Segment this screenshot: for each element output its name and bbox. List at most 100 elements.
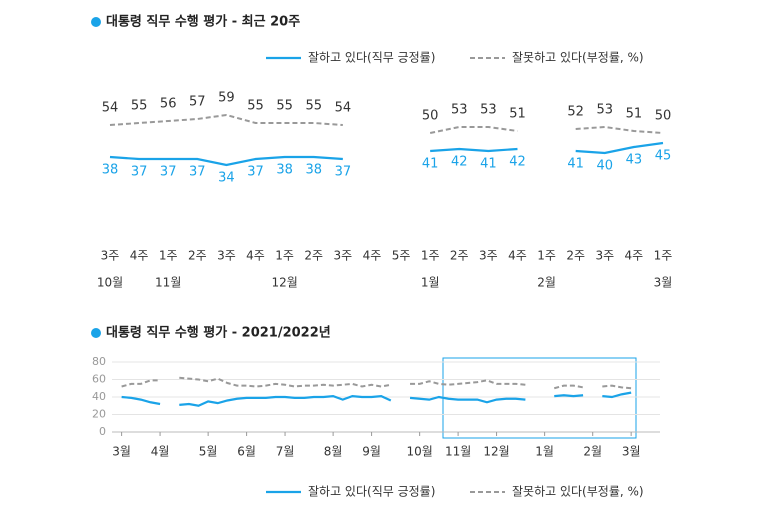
x-tick-label: 3주: [217, 249, 236, 263]
legend-label: 잘하고 있다(직무 긍정률): [308, 485, 435, 499]
x-tick-label: 3월: [112, 445, 131, 459]
series-line: [430, 147, 518, 153]
data-label: 54: [102, 101, 119, 116]
x-tick-label: 5주: [392, 249, 411, 263]
x-tick-label: 11월: [445, 445, 471, 459]
highlight-box: [442, 357, 637, 439]
data-label: 55: [305, 99, 322, 114]
x-tick-label: 8월: [324, 445, 343, 459]
x-tick-label: 4주: [625, 249, 644, 263]
chart-title: 대통령 직무 수행 평가 - 최근 20주: [106, 14, 300, 30]
data-label: 55: [131, 99, 148, 114]
data-label: 51: [509, 107, 526, 122]
series-line: [554, 394, 584, 398]
x-tick-label: 4주: [130, 249, 149, 263]
x-month-label: 2월: [537, 276, 556, 290]
series-line: [602, 391, 632, 399]
series-line: [429, 126, 518, 134]
data-label: 34: [218, 171, 235, 186]
data-label: 53: [451, 103, 468, 118]
data-label: 38: [305, 163, 322, 178]
x-tick-label: 3주: [595, 249, 614, 263]
x-tick-label: 10월: [406, 445, 432, 459]
x-tick-label: 1주: [159, 249, 178, 263]
x-month-label: 1월: [421, 276, 440, 290]
x-tick-label: 12월: [483, 445, 509, 459]
legend-label: 잘하고 있다(직무 긍정률): [308, 51, 435, 65]
data-label: 55: [247, 99, 264, 114]
series-line: [109, 113, 343, 126]
x-tick-label: 4월: [151, 445, 170, 459]
data-label: 41: [422, 157, 439, 172]
x-tick-label: 2월: [583, 445, 602, 459]
data-label: 42: [451, 155, 468, 170]
title-bullet: [91, 17, 101, 27]
legend-label: 잘못하고 있다(부정률, %): [512, 51, 644, 65]
x-tick-label: 3주: [479, 249, 498, 263]
x-tick-label: 7월: [276, 445, 295, 459]
chart-title: 대통령 직무 수행 평가 - 2021/2022년: [106, 325, 331, 341]
series-line: [575, 141, 664, 155]
data-label: 50: [655, 109, 672, 124]
legend-label: 잘못하고 있다(부정률, %): [512, 485, 644, 499]
x-tick-label: 1주: [421, 249, 440, 263]
x-tick-label: 1월: [535, 445, 554, 459]
data-label: 37: [247, 165, 264, 180]
x-tick-label: 2주: [450, 249, 469, 263]
data-label: 53: [597, 103, 614, 118]
x-tick-label: 3월: [622, 445, 641, 459]
data-label: 55: [276, 99, 293, 114]
x-tick-label: 4주: [508, 249, 527, 263]
data-label: 50: [422, 109, 439, 124]
data-label: 53: [480, 103, 497, 118]
y-tick-label: 60: [92, 373, 106, 386]
series-line: [121, 395, 161, 406]
x-tick-label: 3주: [333, 249, 352, 263]
x-tick-label: 1주: [275, 249, 294, 263]
x-tick-label: 9월: [362, 445, 381, 459]
data-label: 45: [655, 149, 672, 164]
series-line: [179, 376, 391, 388]
series-line: [109, 155, 343, 167]
series-line: [121, 379, 161, 388]
x-tick-label: 6월: [237, 445, 256, 459]
series-line: [179, 395, 392, 407]
x-month-label: 12월: [271, 276, 297, 290]
y-tick-label: 0: [99, 425, 106, 438]
data-label: 41: [567, 157, 584, 172]
x-tick-label: 1주: [537, 249, 556, 263]
y-tick-label: 20: [92, 408, 106, 421]
data-label: 40: [597, 159, 614, 174]
series-line: [602, 384, 632, 390]
x-tick-label: 3주: [101, 249, 120, 263]
data-label: 59: [218, 91, 235, 106]
series-line: [575, 125, 664, 134]
y-tick-label: 40: [92, 390, 106, 403]
x-tick-label: 5월: [199, 445, 218, 459]
x-month-label: 11월: [155, 276, 181, 290]
data-label: 56: [160, 97, 177, 112]
series-line: [409, 395, 526, 404]
x-month-label: 3월: [654, 276, 673, 290]
data-label: 37: [131, 165, 148, 180]
data-label: 37: [160, 165, 177, 180]
title-bullet: [91, 328, 101, 338]
data-label: 38: [102, 163, 119, 178]
series-line: [410, 379, 526, 386]
data-label: 51: [626, 107, 643, 122]
data-label: 37: [189, 165, 206, 180]
y-tick-label: 80: [92, 355, 106, 368]
data-label: 37: [335, 165, 352, 180]
data-label: 38: [276, 163, 293, 178]
data-label: 41: [480, 157, 497, 172]
x-tick-label: 2주: [188, 249, 207, 263]
data-label: 52: [567, 105, 584, 120]
x-tick-label: 4주: [246, 249, 265, 263]
data-label: 57: [189, 95, 206, 110]
data-label: 43: [626, 153, 643, 168]
data-label: 42: [509, 155, 526, 170]
data-label: 54: [335, 101, 352, 116]
x-tick-label: 2주: [566, 249, 585, 263]
